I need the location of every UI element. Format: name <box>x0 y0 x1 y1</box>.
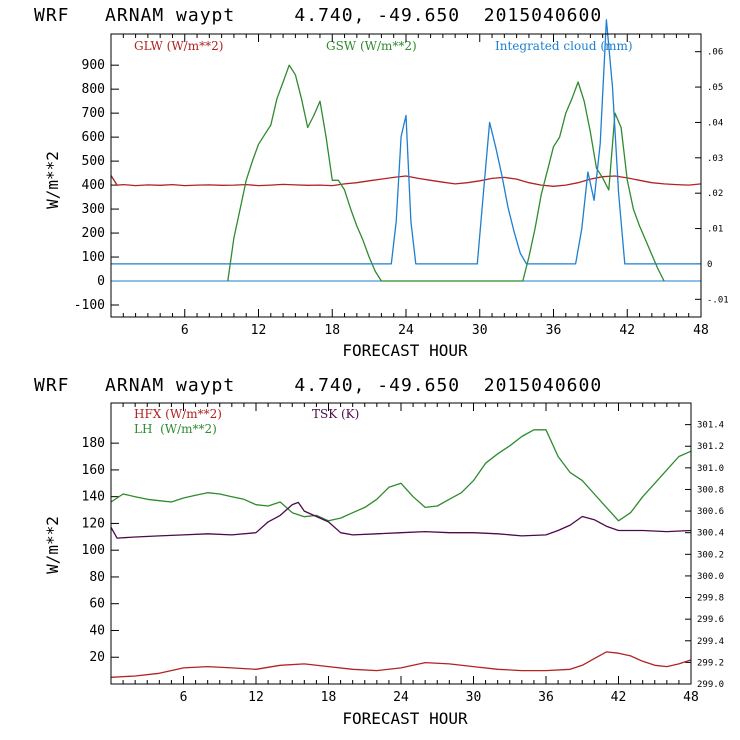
chart1-x-axis-label: FORECAST HOUR <box>342 341 468 360</box>
chart1-x-tick-label: 30 <box>472 323 488 338</box>
chart1-y-tick-label: 500 <box>82 154 105 169</box>
chart1-right-tick-label: .04 <box>707 118 723 128</box>
chart1-right-tick-label: .05 <box>707 83 723 93</box>
chart2-legend-hfx: HFX (W/m**2) <box>134 407 222 421</box>
chart1-legend-glw: GLW (W/m**2) <box>134 39 223 53</box>
chart2-x-tick-label: 30 <box>466 690 482 705</box>
chart2-y-tick-label: 100 <box>82 543 105 558</box>
chart1-y-tick-label: 800 <box>82 82 105 97</box>
chart1-right-tick-label: .03 <box>707 154 723 164</box>
chart1-x-tick-label: 6 <box>181 323 189 338</box>
chart1-right-tick-label: -.01 <box>707 295 729 305</box>
chart2-legend-lh: LH (W/m**2) <box>134 422 217 436</box>
chart2-right-tick-label: 301.2 <box>697 442 724 452</box>
chart2-x-axis-label: FORECAST HOUR <box>342 709 468 728</box>
chart1-right-tick-label: .06 <box>707 48 723 58</box>
chart2-y-axis-label: W/m**2 <box>43 516 62 574</box>
chart2-y-tick-label: 40 <box>89 623 105 638</box>
chart2-x-tick-label: 36 <box>538 690 554 705</box>
chart2-x-tick-label: 6 <box>180 690 188 705</box>
chart2-y-tick-label: 180 <box>82 436 105 451</box>
chart1-series-2-line <box>227 64 665 282</box>
chart2-right-tick-label: 300.2 <box>697 550 724 560</box>
chart2-title: WRF ARNAM waypt 4.740, -49.650 201504060… <box>34 375 602 396</box>
chart1-legend-gsw: GSW (W/m**2) <box>326 39 417 53</box>
chart1-y-tick-label: 300 <box>82 202 105 217</box>
chart1-x-tick-label: 24 <box>398 323 414 338</box>
chart1-right-tick-label: .02 <box>707 189 723 199</box>
chart1-y-tick-label: 200 <box>82 226 105 241</box>
chart2-y-tick-label: 160 <box>82 463 105 478</box>
chart1-right-tick-label: .01 <box>707 225 723 235</box>
chart1-x-tick-label: 12 <box>251 323 267 338</box>
chart2-right-tick-label: 299.0 <box>697 680 724 690</box>
chart1-series-1-line <box>110 175 702 187</box>
chart1-y-tick-label: 100 <box>82 250 105 265</box>
chart2-right-tick-label: 299.2 <box>697 658 724 668</box>
chart2-y-tick-label: 140 <box>82 490 105 505</box>
chart2-series-2-line <box>110 429 692 522</box>
chart1-right-tick-label: 0 <box>707 260 712 270</box>
chart2-right-tick-label: 299.8 <box>697 594 724 604</box>
chart1-x-tick-label: 36 <box>546 323 562 338</box>
chart2-y-tick-label: 20 <box>89 650 105 665</box>
chart2-series-1-line <box>110 651 692 678</box>
chart1-y-tick-label: 0 <box>97 274 105 289</box>
chart2-x-tick-label: 12 <box>248 690 264 705</box>
chart2-y-tick-label: 60 <box>89 597 105 612</box>
chart1-x-tick-label: 18 <box>324 323 340 338</box>
chart1-plot-frame <box>110 33 702 318</box>
chart1-series-3-line <box>111 19 701 265</box>
chart2-right-tick-label: 300.6 <box>697 507 724 517</box>
chart1-y-tick-label: 900 <box>82 58 105 73</box>
chart1-y-axis-label: W/m**2 <box>43 151 62 209</box>
chart2-series-3-line <box>110 501 692 539</box>
chart1-legend-cloud: Integrated cloud (mm) <box>495 39 633 53</box>
chart2-right-tick-label: 301.0 <box>697 464 724 474</box>
chart2-right-tick-label: 299.6 <box>697 615 724 625</box>
chart1-title: WRF ARNAM waypt 4.740, -49.650 201504060… <box>34 5 602 26</box>
chart2-legend-tsk: TSK (K) <box>312 407 359 421</box>
chart2-y-tick-label: 80 <box>89 570 105 585</box>
chart1-x-tick-label: 42 <box>619 323 635 338</box>
chart1-y-tick-label: 600 <box>82 130 105 145</box>
chart2-right-tick-label: 300.4 <box>697 529 724 539</box>
chart2-x-tick-label: 24 <box>393 690 409 705</box>
chart1-y-tick-label: 400 <box>82 178 105 193</box>
chart2-x-tick-label: 42 <box>611 690 627 705</box>
chart2-right-tick-label: 300.0 <box>697 572 724 582</box>
chart2-x-tick-label: 18 <box>321 690 337 705</box>
chart2-right-tick-label: 301.4 <box>697 421 724 431</box>
chart2-x-tick-label: 48 <box>683 690 699 705</box>
chart2-right-tick-label: 300.8 <box>697 485 724 495</box>
chart1-x-tick-label: 48 <box>693 323 709 338</box>
chart2-plot-frame <box>110 402 692 685</box>
chart1-y-tick-label: 700 <box>82 106 105 121</box>
chart2-right-tick-label: 299.4 <box>697 637 724 647</box>
chart2-y-tick-label: 120 <box>82 516 105 531</box>
chart1-y-tick-label: -100 <box>74 298 105 313</box>
